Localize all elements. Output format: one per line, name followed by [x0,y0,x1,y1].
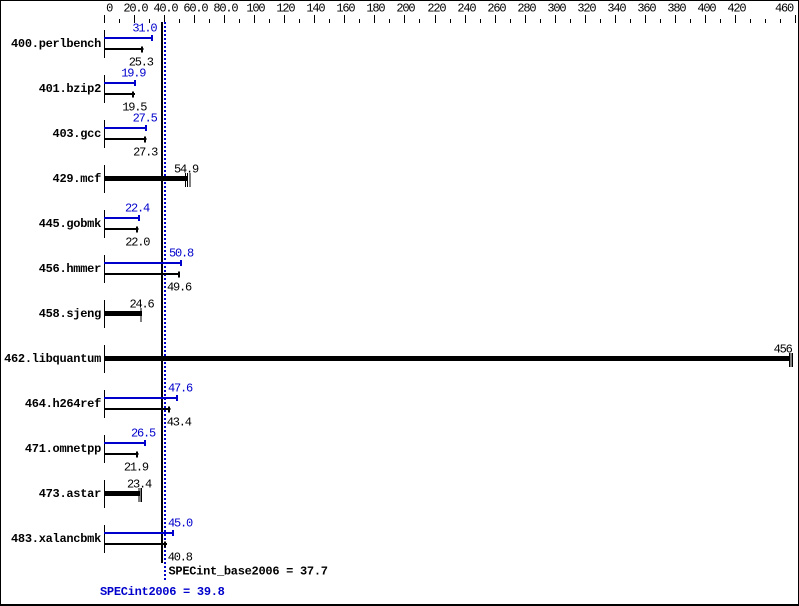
svg-text:24.6: 24.6 [129,297,154,311]
svg-text:220: 220 [427,2,446,16]
svg-text:340: 340 [607,2,626,16]
svg-text:120: 120 [276,2,295,16]
svg-text:21.9: 21.9 [124,461,149,475]
svg-text:31.0: 31.0 [132,22,157,36]
svg-text:464.h264ref: 464.h264ref [25,397,101,411]
svg-text:403.gcc: 403.gcc [53,127,102,141]
svg-text:60.0: 60.0 [183,2,208,16]
svg-text:47.6: 47.6 [168,382,193,396]
svg-text:26.5: 26.5 [131,427,156,441]
svg-text:380: 380 [667,2,686,16]
svg-text:160: 160 [336,2,355,16]
svg-text:240: 240 [457,2,476,16]
svg-text:456: 456 [774,342,793,356]
svg-text:360: 360 [637,2,656,16]
svg-text:462.libquantum: 462.libquantum [4,352,101,366]
svg-text:45.0: 45.0 [168,517,193,531]
svg-text:SPECint2006 = 39.8: SPECint2006 = 39.8 [100,585,225,599]
svg-text:180: 180 [366,2,385,16]
svg-text:260: 260 [487,2,506,16]
svg-text:445.gobmk: 445.gobmk [39,217,101,231]
svg-text:456.hmmer: 456.hmmer [39,262,101,276]
svg-text:19.5: 19.5 [122,101,147,115]
svg-text:400.perlbench: 400.perlbench [11,37,101,51]
svg-text:471.omnetpp: 471.omnetpp [25,442,101,456]
svg-text:0: 0 [106,2,113,16]
svg-text:19.9: 19.9 [121,67,146,81]
svg-text:27.3: 27.3 [133,146,158,160]
svg-text:40.0: 40.0 [153,2,178,16]
svg-text:200: 200 [396,2,415,16]
svg-text:23.4: 23.4 [127,477,152,491]
svg-text:22.0: 22.0 [125,236,150,250]
svg-text:22.4: 22.4 [125,202,150,216]
svg-text:300: 300 [547,2,566,16]
svg-text:420: 420 [727,2,746,16]
svg-text:483.xalancbmk: 483.xalancbmk [11,532,101,546]
svg-text:280: 280 [517,2,536,16]
svg-text:400: 400 [697,2,716,16]
svg-text:43.4: 43.4 [167,416,192,430]
svg-text:429.mcf: 429.mcf [53,172,102,186]
svg-text:80.0: 80.0 [213,2,238,16]
svg-text:SPECint_base2006 = 37.7: SPECint_base2006 = 37.7 [169,565,328,579]
svg-text:100: 100 [246,2,265,16]
svg-text:140: 140 [306,2,325,16]
svg-text:49.6: 49.6 [167,281,192,295]
svg-text:25.3: 25.3 [129,56,154,70]
svg-text:50.8: 50.8 [169,247,194,261]
svg-text:40.8: 40.8 [168,551,193,565]
svg-text:20.0: 20.0 [123,2,148,16]
svg-text:27.5: 27.5 [133,112,158,126]
svg-text:401.bzip2: 401.bzip2 [39,82,101,96]
svg-text:458.sjeng: 458.sjeng [39,307,101,321]
svg-text:473.astar: 473.astar [39,487,101,501]
svg-text:320: 320 [577,2,596,16]
svg-text:460: 460 [775,2,794,16]
svg-text:54.9: 54.9 [174,162,199,176]
